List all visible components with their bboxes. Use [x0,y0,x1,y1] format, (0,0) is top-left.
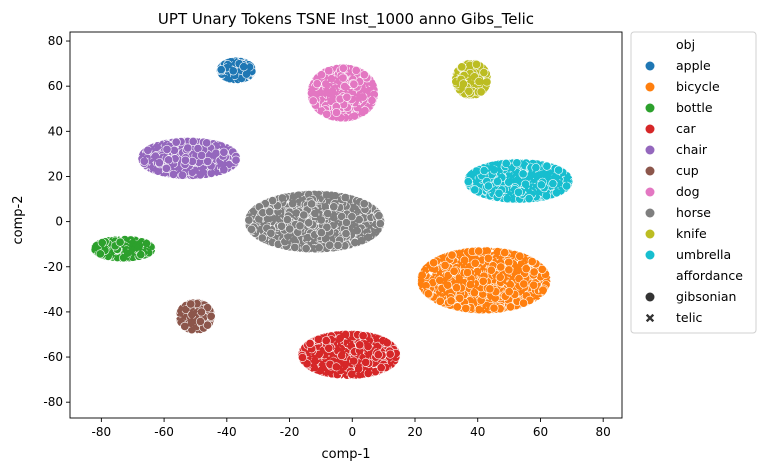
point-gibsonian [161,163,171,173]
point-gibsonian [447,250,457,260]
point-gibsonian [461,303,471,313]
point-gibsonian [504,287,514,297]
point-gibsonian [519,279,529,289]
point-gibsonian [164,155,174,165]
point-gibsonian [446,296,456,306]
point-gibsonian [440,260,450,270]
point-gibsonian [486,265,496,275]
chart-title: UPT Unary Tokens TSNE Inst_1000 anno Gib… [158,10,534,29]
point-gibsonian [429,258,439,268]
point-gibsonian [95,249,105,259]
series-bicycle [416,246,552,315]
series-cup [175,298,216,335]
point-gibsonian [435,296,445,306]
point-telic [226,62,234,70]
point-gibsonian [449,266,459,276]
point-gibsonian [519,298,529,308]
point-gibsonian [216,65,226,75]
point-gibsonian [470,258,480,268]
point-gibsonian [521,264,531,274]
point-gibsonian [529,280,539,290]
point-gibsonian [183,143,193,153]
point-gibsonian [527,257,537,267]
series-bottle [90,235,156,263]
point-gibsonian [202,138,212,148]
point-gibsonian [373,350,383,360]
point-gibsonian [496,262,506,272]
point-gibsonian [462,267,472,277]
point-gibsonian [115,237,125,247]
point-gibsonian [305,338,315,348]
point-gibsonian [324,343,334,353]
point-gibsonian [423,289,433,299]
point-gibsonian [171,137,181,147]
point-gibsonian [385,349,395,359]
series-car [297,329,401,380]
point-gibsonian [474,246,484,256]
series-dog [306,63,379,123]
point-gibsonian [231,155,241,165]
series-chair [137,137,241,180]
point-gibsonian [219,147,229,157]
point-gibsonian [136,250,146,260]
series-apple [216,56,257,84]
point-gibsonian [206,311,216,321]
point-gibsonian [478,276,488,286]
point-gibsonian [529,267,539,277]
point-gibsonian [489,303,499,313]
point-gibsonian [162,144,172,154]
point-gibsonian [537,264,547,274]
point-gibsonian [321,336,331,346]
point-gibsonian [196,307,206,317]
point-gibsonian [180,155,190,165]
point-gibsonian [504,257,514,267]
point-telic [227,75,235,83]
point-gibsonian [505,302,515,312]
scatter-points [90,56,574,380]
point-gibsonian [376,363,386,373]
point-gibsonian [485,284,495,294]
point-gibsonian [355,340,365,350]
point-gibsonian [169,169,179,179]
point-telic [243,63,251,71]
point-gibsonian [186,299,196,309]
point-gibsonian [483,253,493,263]
point-gibsonian [452,283,462,293]
point-gibsonian [361,357,371,367]
point-gibsonian [154,158,164,168]
point-gibsonian [297,352,307,362]
point-gibsonian [195,316,205,326]
point-gibsonian [455,293,465,303]
point-gibsonian [203,156,213,166]
point-gibsonian [504,265,514,275]
point-gibsonian [500,248,510,258]
